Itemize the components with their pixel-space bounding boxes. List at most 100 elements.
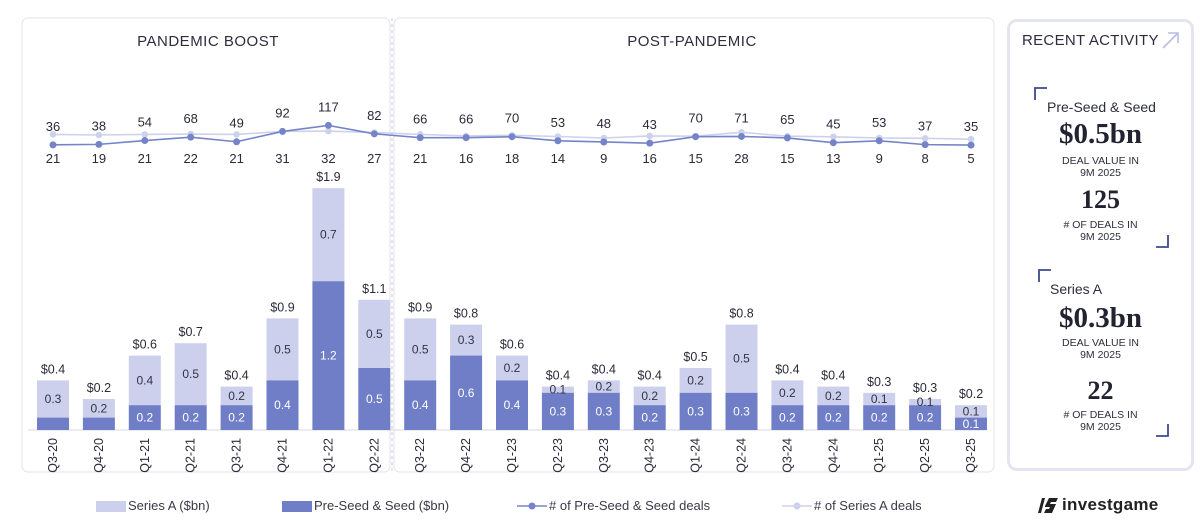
bar-series-a — [220, 386, 253, 406]
bar-seed — [863, 405, 896, 430]
bar-seed — [220, 405, 253, 430]
bar-label-series-a: 0.5 — [366, 327, 383, 341]
point-seed-deals — [187, 133, 195, 141]
series-a-deal-value: $0.3bn — [1058, 302, 1142, 334]
legend-series-a-deals: # of Series A deals — [814, 498, 922, 513]
series-a-deals-caption-2: 9M 2025 — [1080, 421, 1121, 433]
bar-label-series-a: 0.1 — [917, 395, 934, 409]
bar-seed — [358, 368, 391, 430]
panel-title-left: PANDEMIC BOOST — [137, 33, 279, 50]
bar-label-series-a: 0.1 — [550, 383, 567, 397]
x-tick-label: Q3-20 — [46, 438, 60, 473]
bar-total-label: $0.4 — [592, 362, 616, 376]
arrow-up-right-icon[interactable] — [1160, 29, 1182, 51]
point-seed-deals — [279, 127, 286, 135]
bar-label-series-a: 0.2 — [825, 389, 842, 403]
brand-name: investgame — [1062, 495, 1159, 514]
point-series-a-deals — [646, 132, 653, 140]
bar-seed — [679, 392, 712, 430]
bar-seed — [909, 405, 942, 430]
point-seed-deals — [875, 137, 883, 145]
chart-legend: Series A ($bn) Pre-Seed & Seed ($bn) # o… — [0, 490, 1000, 520]
point-seed-deals — [324, 121, 332, 129]
label-series-a-deals: 15 — [780, 151, 794, 166]
bar-series-a — [37, 380, 69, 418]
bar-label-seed: 0.4 — [412, 398, 429, 412]
bar-label-series-a: 0.5 — [733, 352, 750, 366]
point-series-a-deals — [49, 131, 57, 138]
seed-value-caption-2: 9M 2025 — [1080, 167, 1121, 179]
bar-seed — [541, 392, 574, 430]
label-seed-deals: 71 — [734, 110, 748, 125]
label-seed-deals: 43 — [642, 117, 656, 132]
bar-label-series-a: 0.2 — [687, 373, 704, 387]
label-series-a-deals: 27 — [367, 151, 381, 166]
point-seed-deals — [646, 139, 654, 147]
label-seed-deals: 38 — [92, 118, 106, 133]
point-series-a-deals — [830, 133, 837, 141]
point-series-a-deals — [233, 131, 240, 138]
bar-series-a — [404, 318, 437, 381]
corner-bracket-icon — [1156, 424, 1169, 437]
bar-series-a — [496, 355, 528, 381]
x-tick-label: Q3-22 — [413, 438, 427, 473]
bar-seed — [725, 392, 758, 430]
point-seed-deals — [967, 141, 975, 149]
label-seed-deals: 70 — [688, 111, 702, 126]
x-tick-label: Q3-25 — [964, 438, 978, 473]
corner-bracket-icon — [1156, 235, 1169, 248]
bar-total-label: $0.7 — [179, 325, 203, 339]
seed-deals-caption-2: 9M 2025 — [1080, 231, 1121, 243]
bar-label-seed: 0.1 — [963, 417, 980, 431]
bar-total-label: $1.1 — [362, 282, 386, 296]
bar-series-a — [725, 324, 758, 393]
bar-label-series-a: 0.2 — [779, 386, 796, 400]
label-seed-deals: 37 — [918, 119, 932, 134]
label-seed-deals: 68 — [183, 111, 197, 126]
label-seed-deals: 36 — [46, 119, 60, 134]
label-series-a-deals: 21 — [46, 151, 60, 166]
point-seed-deals — [462, 134, 470, 142]
label-series-a-deals: 21 — [413, 151, 427, 166]
bar-label-series-a: 0.2 — [228, 389, 245, 403]
series-a-deals-caption-1: # OF DEALS IN — [1063, 409, 1138, 421]
corner-bracket-icon — [1038, 269, 1051, 282]
label-seed-deals: 65 — [780, 112, 794, 127]
bar-total-label: $0.4 — [775, 362, 799, 376]
bar-label-seed: 0.3 — [733, 404, 750, 418]
bar-total-label: $0.2 — [87, 381, 111, 395]
bar-seed — [37, 417, 69, 430]
label-seed-deals: 53 — [872, 115, 886, 130]
x-tick-label: Q1-23 — [505, 438, 519, 473]
point-seed-deals — [829, 139, 837, 147]
x-tick-label: Q1-25 — [872, 438, 886, 473]
label-seed-deals: 66 — [413, 112, 427, 127]
legend-seed: Pre-Seed & Seed ($bn) — [314, 498, 450, 513]
label-series-a-deals: 13 — [826, 151, 840, 166]
bar-label-series-a: 0.1 — [963, 404, 980, 418]
seed-deals-caption-1: # OF DEALS IN — [1063, 219, 1138, 231]
bar-label-series-a: 0.2 — [91, 401, 108, 415]
bar-series-a — [817, 386, 850, 406]
label-series-a-deals: 22 — [183, 151, 197, 166]
bar-label-seed: 0.2 — [641, 411, 658, 425]
bar-label-seed: 0.2 — [182, 411, 199, 425]
label-series-a-deals: 19 — [92, 151, 106, 166]
bar-total-label: $0.8 — [729, 307, 753, 321]
label-seed-deals: 45 — [826, 117, 840, 132]
point-series-a-deals — [95, 131, 103, 139]
legend-series-a: Series A ($bn) — [128, 498, 210, 513]
bar-total-label: $0.3 — [867, 375, 891, 389]
label-seed-deals: 70 — [505, 111, 519, 126]
panel-pandemic-boost — [21, 17, 391, 473]
series-a-value-caption-2: 9M 2025 — [1080, 349, 1121, 361]
x-tick-label: Q2-25 — [918, 438, 932, 473]
bar-total-label: $0.8 — [454, 307, 478, 321]
bar-label-seed: 0.4 — [274, 398, 291, 412]
bar-label-series-a: 0.1 — [871, 392, 888, 406]
bar-total-label: $0.4 — [821, 369, 845, 383]
x-tick-label: Q2-21 — [184, 438, 198, 473]
bar-total-label: $0.6 — [500, 338, 524, 352]
bar-total-label: $0.4 — [546, 369, 570, 383]
label-seed-deals: 35 — [964, 119, 978, 134]
